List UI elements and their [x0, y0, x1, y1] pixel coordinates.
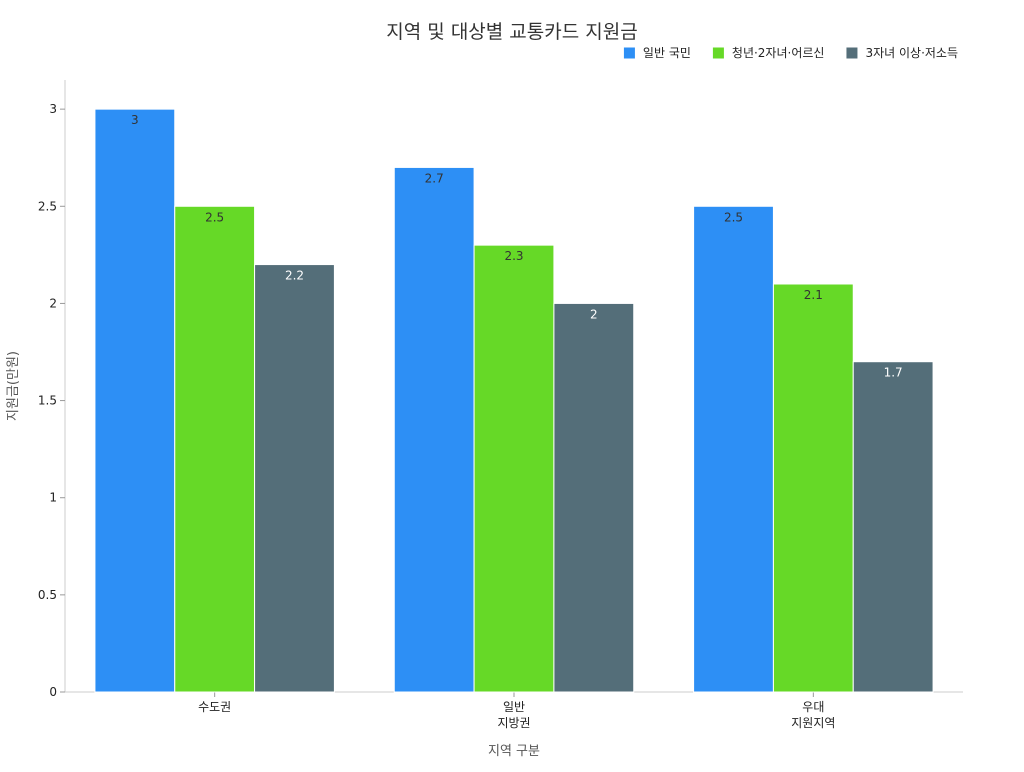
bar-data-label: 2 — [590, 307, 598, 321]
x-tick-label: 일반 지방권 — [497, 700, 530, 730]
y-tick-label: 2 — [49, 296, 57, 310]
y-tick-label: 1 — [49, 491, 57, 505]
legend: 일반 국민 청년·2자녀·어르신 3자녀 이상·저소득 — [623, 46, 958, 60]
legend-label: 청년·2자녀·어르신 — [732, 46, 825, 60]
bar — [693, 205, 774, 693]
y-axis-title: 지원금(만원) — [6, 351, 21, 421]
y-tick-label: 0.5 — [38, 588, 57, 602]
legend-swatch — [623, 47, 635, 59]
bar-data-label: 2.3 — [504, 249, 523, 263]
bar — [254, 264, 335, 693]
bar-data-label: 3 — [131, 113, 139, 127]
bar-data-label: 1.7 — [884, 366, 903, 380]
bar — [393, 166, 475, 693]
legend-swatch — [712, 47, 724, 59]
y-tick-label: 2.5 — [38, 199, 57, 213]
y-tick-label: 3 — [49, 102, 57, 116]
x-axis-title: 지역 구분 — [488, 744, 540, 759]
x-tick-label: 우대 지원지역 — [791, 700, 835, 730]
bar-data-label: 2.5 — [724, 210, 743, 224]
bar-data-label: 2.2 — [285, 269, 304, 283]
y-tick-label: 1.5 — [38, 394, 57, 408]
bar — [94, 108, 176, 693]
bar-data-label: 2.7 — [425, 171, 444, 185]
legend-label: 일반 국민 — [643, 46, 691, 60]
bar — [174, 205, 256, 693]
bar — [852, 361, 934, 693]
bar — [473, 244, 555, 693]
legend-swatch — [846, 47, 858, 59]
bar-data-label: 2.1 — [804, 288, 823, 302]
axes: 0 0.5 1 1.5 2 2.5 3 수도권 일반 지방권 우대 지원지역 — [38, 80, 963, 730]
chart-title: 지역 및 대상별 교통카드 지원금 — [386, 21, 637, 43]
x-tick-label: 수도권 — [198, 700, 231, 714]
legend-label: 3자녀 이상·저소득 — [865, 46, 958, 60]
bar — [553, 302, 635, 693]
data-labels-group: 3 2.5 2.2 2.7 2.3 2 2.5 2.1 1.7 — [131, 113, 903, 380]
y-tick-label: 0 — [49, 685, 57, 699]
bars-group — [94, 108, 934, 693]
bar-data-label: 2.5 — [205, 210, 224, 224]
bar — [772, 283, 854, 693]
